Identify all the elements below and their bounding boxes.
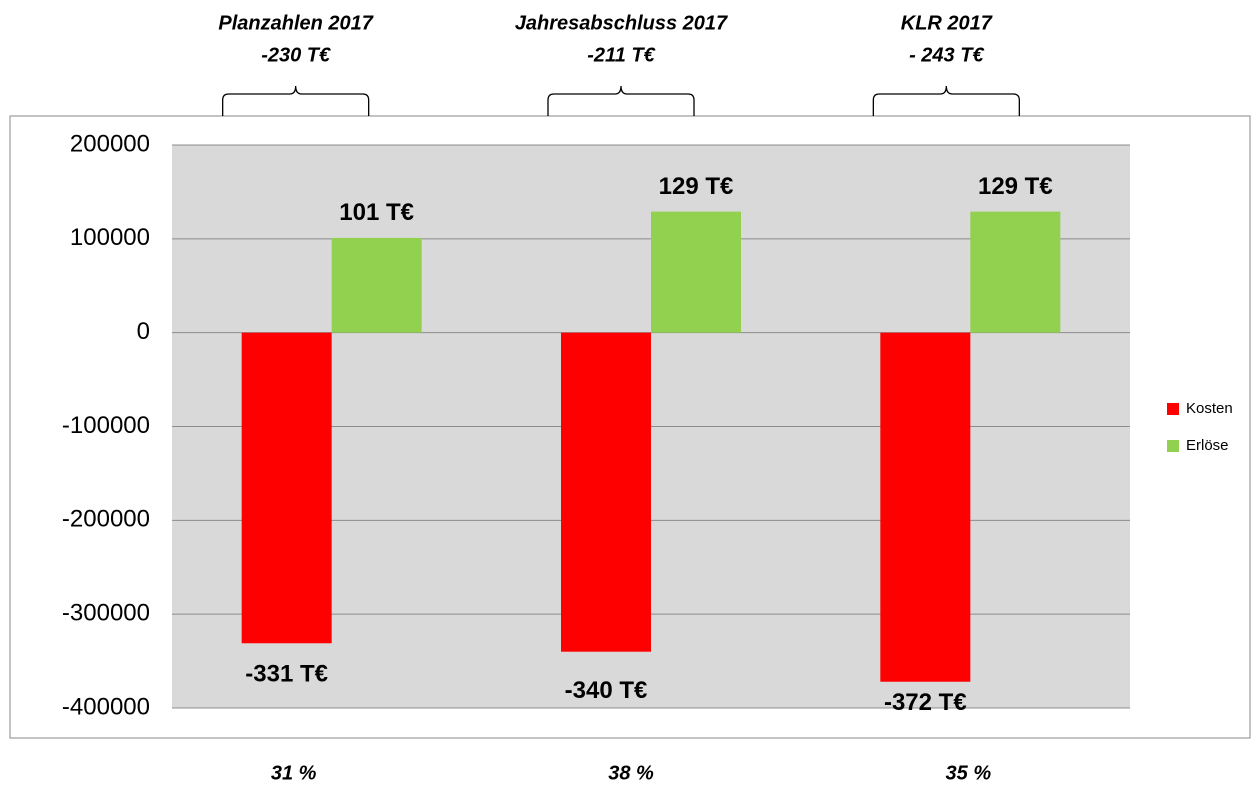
y-tick-label: -100000 bbox=[62, 412, 150, 439]
group-title: Planzahlen 2017 bbox=[218, 12, 373, 34]
y-tick-label: -200000 bbox=[62, 506, 150, 533]
value-label: -331 T€ bbox=[245, 661, 328, 688]
bar bbox=[651, 211, 741, 333]
legend-label: Kosten bbox=[1186, 400, 1233, 417]
y-tick-label: 200000 bbox=[70, 130, 150, 157]
brace bbox=[547, 85, 695, 116]
legend-swatch bbox=[1167, 440, 1179, 452]
value-label: 101 T€ bbox=[339, 199, 414, 226]
value-label: 129 T€ bbox=[978, 173, 1053, 200]
y-tick-label: -400000 bbox=[62, 693, 150, 720]
value-label: -340 T€ bbox=[565, 677, 648, 704]
legend-label: Erlöse bbox=[1186, 437, 1229, 454]
bar bbox=[241, 332, 332, 644]
group-title: KLR 2017 bbox=[901, 12, 993, 34]
brace bbox=[222, 85, 370, 116]
y-tick-label: 0 bbox=[137, 318, 150, 345]
group-title: Jahresabschluss 2017 bbox=[515, 12, 728, 34]
group-result: -211 T€ bbox=[587, 44, 655, 66]
bar bbox=[331, 237, 422, 333]
bar bbox=[970, 211, 1061, 333]
y-tick-label: -300000 bbox=[62, 600, 150, 627]
group-result: -230 T€ bbox=[261, 44, 331, 66]
group-result: - 243 T€ bbox=[909, 44, 984, 66]
legend-swatch bbox=[1167, 403, 1179, 415]
bar bbox=[880, 332, 971, 682]
group-ratio: 35 % bbox=[946, 762, 992, 784]
group-ratio: 38 % bbox=[608, 762, 654, 784]
group-ratio: 31 % bbox=[271, 762, 317, 784]
value-label: 129 T€ bbox=[659, 173, 734, 200]
bar bbox=[561, 332, 651, 652]
y-tick-label: 100000 bbox=[70, 224, 150, 251]
brace bbox=[872, 85, 1020, 116]
value-label: -372 T€ bbox=[884, 689, 967, 716]
